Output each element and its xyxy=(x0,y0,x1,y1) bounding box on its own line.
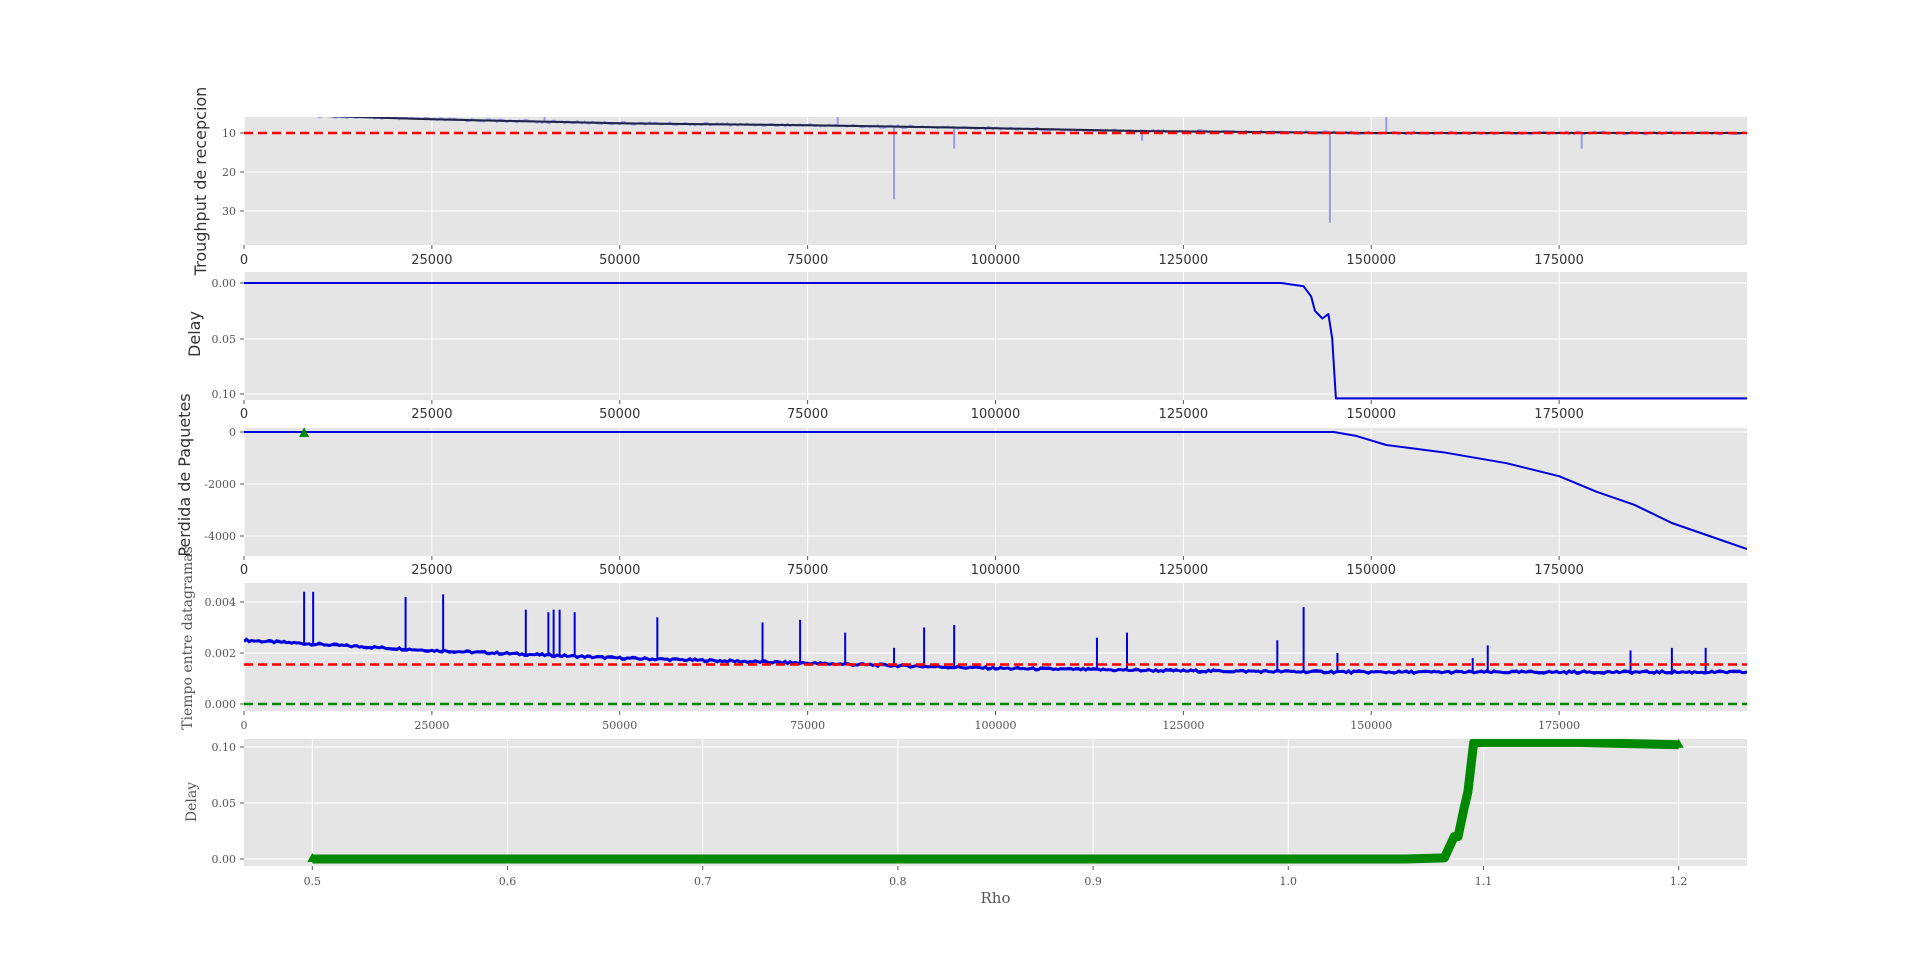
x-tick-label: 50000 xyxy=(599,563,640,578)
series-1 xyxy=(307,739,1684,864)
y-tick-label: 10 xyxy=(222,127,236,140)
start-marker xyxy=(307,853,318,862)
y-tick-label: 30 xyxy=(222,205,236,218)
plot-content xyxy=(244,428,1747,550)
x-tick-label: 0 xyxy=(240,407,248,422)
subplot-3: 0 25000 50000 75000 100000 125000 150000 175000… xyxy=(175,393,1747,578)
y-tick-label: 20 xyxy=(222,166,236,179)
x-tick-label: 175000 xyxy=(1534,563,1584,578)
x-tick-label: 0 xyxy=(241,719,248,732)
x-tick-label: 175000 xyxy=(1534,253,1584,268)
x-tick-label: 50000 xyxy=(599,253,640,268)
x-axis-label: Rho xyxy=(981,889,1011,907)
x-tick-label: 0.8 xyxy=(889,875,907,888)
x-tick-label: 150000 xyxy=(1346,253,1396,268)
y-tick-label: 0.004 xyxy=(205,596,237,609)
y-tick-label: 0.002 xyxy=(205,647,237,660)
x-tick-label: 75000 xyxy=(787,253,828,268)
subplot-4: 0 25000 50000 75000 100000 125000 150000 175000… xyxy=(180,546,1747,732)
y-tick-label: 0.10 xyxy=(212,388,237,401)
x-tick-label: 75000 xyxy=(787,407,828,422)
y-axis-label: Delay xyxy=(185,311,204,357)
x-tick-label: 1.0 xyxy=(1280,875,1298,888)
x-tick-label: 150000 xyxy=(1346,407,1396,422)
y-tick-label: 0.00 xyxy=(212,277,237,290)
series-1 xyxy=(244,282,1747,400)
x-tick-label: 50000 xyxy=(602,719,637,732)
subplot-5: 0.5 0.6 0.7 0.8 0.9 1.0 1.1 1.2 0.00 0.05 0.10 Dela… xyxy=(184,739,1747,907)
x-tick-label: 0.7 xyxy=(694,875,712,888)
subplot-2: 0 25000 50000 75000 100000 125000 150000 175000… xyxy=(185,272,1747,422)
x-tick-label: 25000 xyxy=(414,719,449,732)
y-axis-label: Delay xyxy=(184,782,200,822)
y-tick-label: 0.000 xyxy=(205,698,237,711)
x-tick-label: 150000 xyxy=(1350,719,1392,732)
x-tick-label: 0 xyxy=(240,563,248,578)
series-line xyxy=(312,739,1679,864)
x-tick-label: 0 xyxy=(240,253,248,268)
x-tick-label: 0.5 xyxy=(304,875,322,888)
plot-content xyxy=(244,282,1747,400)
x-tick-label: 25000 xyxy=(411,407,452,422)
y-axis-label: Troughput de recepcion xyxy=(191,87,210,277)
x-tick-label: 1.1 xyxy=(1475,875,1493,888)
x-tick-label: 100000 xyxy=(971,253,1021,268)
series-line xyxy=(244,282,1747,400)
x-tick-label: 75000 xyxy=(787,563,828,578)
y-tick-label: 0 xyxy=(229,426,236,439)
x-tick-label: 175000 xyxy=(1534,407,1584,422)
y-tick-label: 0.00 xyxy=(212,853,237,866)
x-tick-label: 125000 xyxy=(1159,563,1209,578)
x-tick-label: 1.2 xyxy=(1670,875,1688,888)
series-line xyxy=(244,639,1747,674)
plot-content xyxy=(244,591,1747,706)
series-line xyxy=(244,431,1747,550)
x-tick-label: 0.6 xyxy=(499,875,517,888)
y-axis-label: Tiempo entre datagramas xyxy=(180,546,196,730)
marker-triangle xyxy=(299,428,310,437)
y-tick-label: -4000 xyxy=(204,530,236,543)
y-tick-label: 0.10 xyxy=(212,741,237,754)
y-tick-label: 0.05 xyxy=(212,797,237,810)
x-tick-label: 25000 xyxy=(411,253,452,268)
x-tick-label: 50000 xyxy=(599,407,640,422)
x-tick-label: 125000 xyxy=(1162,719,1204,732)
x-tick-label: 75000 xyxy=(790,719,825,732)
end-marker xyxy=(1673,739,1684,748)
x-tick-label: 100000 xyxy=(975,719,1017,732)
x-tick-label: 0.9 xyxy=(1084,875,1102,888)
plot-content xyxy=(307,739,1684,864)
x-tick-label: 150000 xyxy=(1346,563,1396,578)
series-1 xyxy=(244,591,1747,676)
subplot-1: 0 25000 50000 75000 100000 125000 150000 175000… xyxy=(191,87,1747,277)
x-tick-label: 175000 xyxy=(1538,719,1580,732)
x-tick-label: 125000 xyxy=(1159,407,1209,422)
y-tick-label: -2000 xyxy=(204,478,236,491)
plot-content xyxy=(244,117,1747,223)
y-tick-label: 0.05 xyxy=(212,333,237,346)
x-tick-label: 125000 xyxy=(1159,253,1209,268)
x-tick-label: 100000 xyxy=(971,563,1021,578)
y-axis-label: Perdida de Paquetes xyxy=(175,393,194,556)
x-tick-label: 100000 xyxy=(971,407,1021,422)
series-1 xyxy=(244,431,1747,550)
x-tick-label: 25000 xyxy=(411,563,452,578)
